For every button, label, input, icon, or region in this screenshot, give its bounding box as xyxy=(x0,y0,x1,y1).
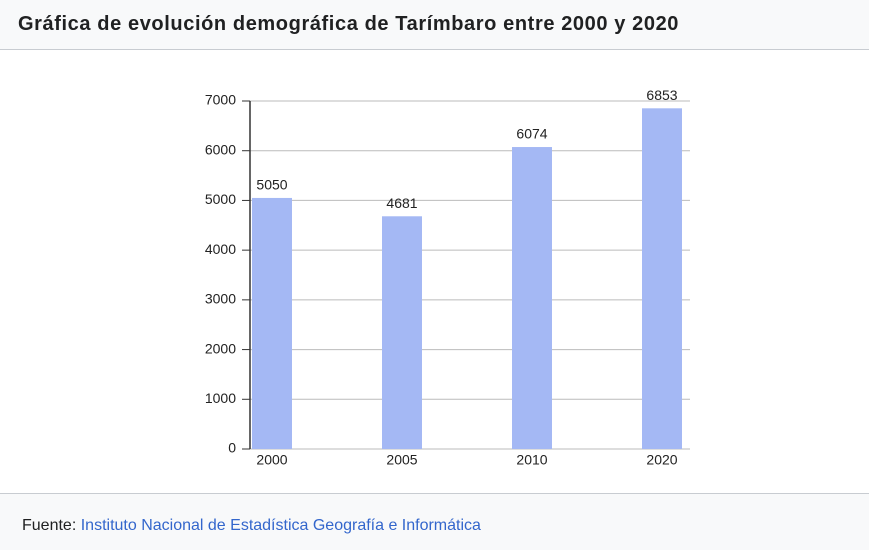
y-tick-label: 5000 xyxy=(205,191,236,207)
x-tick-label: 2010 xyxy=(516,452,547,468)
source-row: Fuente: Instituto Nacional de Estadístic… xyxy=(22,517,481,535)
footer: Fuente: Instituto Nacional de Estadístic… xyxy=(0,493,869,550)
chart: 0 1000 2000 3000 4000 5000 6000 7000 2000 5050 200… xyxy=(205,87,690,468)
bar xyxy=(252,197,292,449)
source-label: Fuente: xyxy=(22,517,77,534)
y-tick-label: 3000 xyxy=(205,291,236,307)
x-tick-label: 2005 xyxy=(386,452,417,468)
value-label: 6074 xyxy=(516,126,547,142)
bar xyxy=(642,108,682,450)
y-tick-label: 6000 xyxy=(205,141,236,157)
bar xyxy=(382,216,422,449)
y-tick-label: 4000 xyxy=(205,241,236,257)
x-tick-label: 2020 xyxy=(646,452,677,468)
y-tick-label: 7000 xyxy=(205,92,236,108)
y-tick-label: 1000 xyxy=(205,390,236,406)
value-label: 6853 xyxy=(646,87,677,103)
y-tick-label: 0 xyxy=(228,440,236,456)
value-label: 4681 xyxy=(386,195,417,211)
y-tick-label: 2000 xyxy=(205,340,236,356)
header: Gráfica de evolución demográfica de Tarí… xyxy=(0,0,869,50)
chart-title: Gráfica de evolución demográfica de Tarí… xyxy=(18,13,680,35)
x-tick-label: 2000 xyxy=(256,452,287,468)
value-label: 5050 xyxy=(256,177,287,193)
bar xyxy=(512,147,552,449)
source-link[interactable]: Instituto Nacional de Estadística Geogra… xyxy=(80,517,481,534)
